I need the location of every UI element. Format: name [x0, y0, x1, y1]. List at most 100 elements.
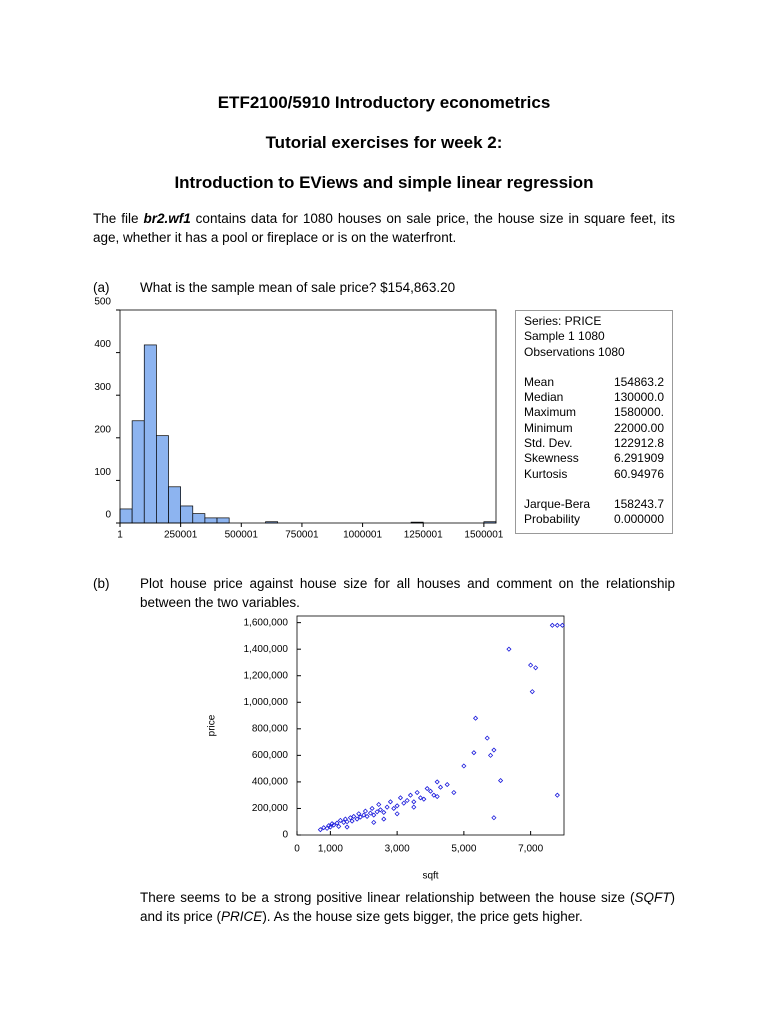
x-tick-label: 1500001	[464, 530, 503, 541]
point	[434, 793, 440, 800]
point	[364, 813, 370, 819]
point	[414, 789, 420, 796]
bar	[180, 505, 194, 524]
point	[554, 622, 560, 628]
point	[356, 811, 362, 817]
point	[334, 820, 340, 826]
file-name: br2.wf1	[143, 211, 191, 226]
point	[361, 812, 367, 818]
question-text: Plot house price against house size for …	[140, 576, 675, 610]
text: ). As the house size gets bigger, the pr…	[262, 909, 583, 924]
y-tick-label: 500	[94, 297, 111, 308]
bar	[119, 508, 133, 524]
stats-label: Probability	[524, 512, 581, 527]
stats-row: Median 130000.0	[524, 390, 664, 405]
point	[384, 804, 390, 810]
point	[337, 817, 343, 823]
stats-value: 60.94976	[613, 466, 664, 481]
point	[351, 813, 357, 819]
point	[407, 792, 414, 798]
bar	[204, 517, 218, 524]
x-axis-label: sqft	[422, 871, 438, 882]
point	[362, 808, 368, 814]
point	[369, 805, 375, 812]
stats-row: Skewness 6.291909	[524, 451, 664, 466]
point	[559, 622, 565, 628]
stats-row: Jarque-Bera 158243.7	[524, 497, 664, 512]
text: PRICE	[221, 909, 263, 924]
point	[421, 796, 427, 802]
plot-frame	[296, 615, 565, 836]
point	[472, 715, 479, 721]
x-tick-label: 5,000	[451, 844, 476, 855]
x-tick-label: 1	[117, 530, 123, 541]
y-tick-label: 200,000	[252, 803, 289, 814]
plot-frame	[119, 309, 497, 524]
point	[347, 815, 353, 821]
point	[391, 805, 397, 812]
point	[354, 816, 360, 822]
stats-value: 154863.2	[613, 374, 664, 389]
y-tick-label: 1,200,000	[244, 670, 289, 681]
point	[437, 784, 444, 790]
point	[404, 797, 410, 804]
stats-row: Std. Dev. 122912.8	[524, 436, 664, 451]
bar	[156, 435, 169, 524]
point	[506, 646, 512, 652]
point	[411, 799, 417, 805]
topic-title: Introduction to EViews and simple linear…	[174, 173, 594, 192]
point	[336, 823, 342, 829]
point	[434, 779, 440, 785]
question-text: What is the sample mean of sale price? $…	[140, 280, 456, 295]
y-tick-label: 0	[105, 510, 111, 521]
stats-label: Minimum	[524, 420, 573, 435]
y-tick-label: 800,000	[252, 723, 289, 734]
tutorial-title: Tutorial exercises for week 2:	[265, 133, 503, 152]
point	[411, 804, 417, 810]
x-tick-label: 250001	[164, 530, 198, 541]
x-tick-label: 1,000	[318, 844, 343, 855]
point	[331, 822, 337, 828]
x-tick-label: 0	[294, 844, 300, 855]
point	[498, 778, 504, 784]
x-tick-label: 750001	[285, 530, 319, 541]
question-label: (b)	[93, 576, 110, 591]
point	[381, 816, 387, 822]
stats-label: Jarque-Bera	[524, 496, 591, 511]
stats-value: 130000.0	[613, 390, 664, 405]
stats-row: Probability 0.000000	[524, 512, 664, 527]
y-tick-label: 400	[94, 339, 111, 350]
y-tick-label: 1,000,000	[244, 697, 289, 708]
y-tick-label: 200	[94, 424, 111, 435]
y-tick-label: 1,600,000	[244, 617, 289, 628]
text: contains data for 1080 houses on sale pr…	[93, 211, 675, 245]
point	[344, 824, 350, 830]
stats-row: Kurtosis 60.94976	[524, 467, 664, 482]
point	[381, 809, 387, 816]
point	[427, 788, 434, 794]
point	[488, 752, 494, 758]
stats-row: Mean 154863.2	[524, 375, 664, 390]
stats-value: 122912.8	[613, 436, 664, 451]
x-tick-label: 3,000	[385, 844, 410, 855]
stats-row: Maximum 1580000.	[524, 405, 664, 420]
point	[397, 795, 404, 801]
point	[371, 819, 377, 825]
stats-label: Skewness	[524, 451, 579, 466]
point	[491, 815, 497, 821]
stats-header: Sample 1 1080	[524, 329, 605, 344]
point	[394, 803, 400, 809]
point	[349, 818, 355, 824]
point	[374, 809, 380, 815]
y-tick-label: 300	[94, 382, 111, 393]
stats-label: Maximum	[524, 405, 577, 420]
text: ) and its price (	[140, 890, 675, 924]
y-axis-label: price	[207, 714, 218, 736]
y-tick-label: 400,000	[252, 777, 289, 788]
point	[371, 812, 377, 818]
point	[344, 819, 350, 825]
bar	[192, 513, 206, 524]
point	[444, 781, 450, 788]
